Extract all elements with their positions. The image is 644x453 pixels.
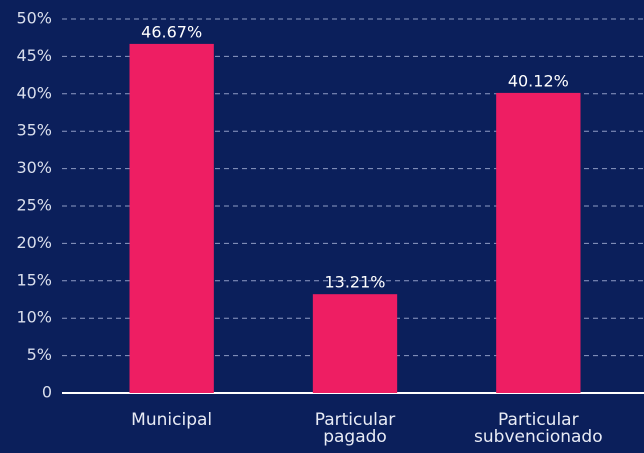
bar bbox=[312, 294, 398, 393]
data-label: 46.67% bbox=[141, 22, 202, 41]
data-label: 40.12% bbox=[508, 71, 569, 90]
y-tick-label: 0 bbox=[42, 383, 52, 402]
bar bbox=[496, 92, 581, 393]
y-tick-label: 35% bbox=[16, 121, 52, 140]
y-tick-label: 50% bbox=[16, 9, 52, 28]
bar bbox=[129, 43, 214, 394]
y-tick-label: 15% bbox=[16, 270, 52, 289]
x-tick-label: Particular subvencionado bbox=[474, 410, 603, 447]
y-tick-label: 45% bbox=[16, 46, 52, 65]
y-tick-label: 5% bbox=[27, 345, 52, 364]
y-tick-label: 25% bbox=[16, 196, 52, 215]
y-tick-label: 20% bbox=[16, 233, 52, 252]
x-tick-label: Municipal bbox=[131, 410, 213, 430]
y-tick-label: 40% bbox=[16, 83, 52, 102]
y-tick-label: 30% bbox=[16, 158, 52, 177]
data-label: 13.21% bbox=[324, 273, 385, 292]
y-tick-label: 10% bbox=[16, 308, 52, 327]
x-tick-label: Particular pagado bbox=[314, 410, 396, 447]
